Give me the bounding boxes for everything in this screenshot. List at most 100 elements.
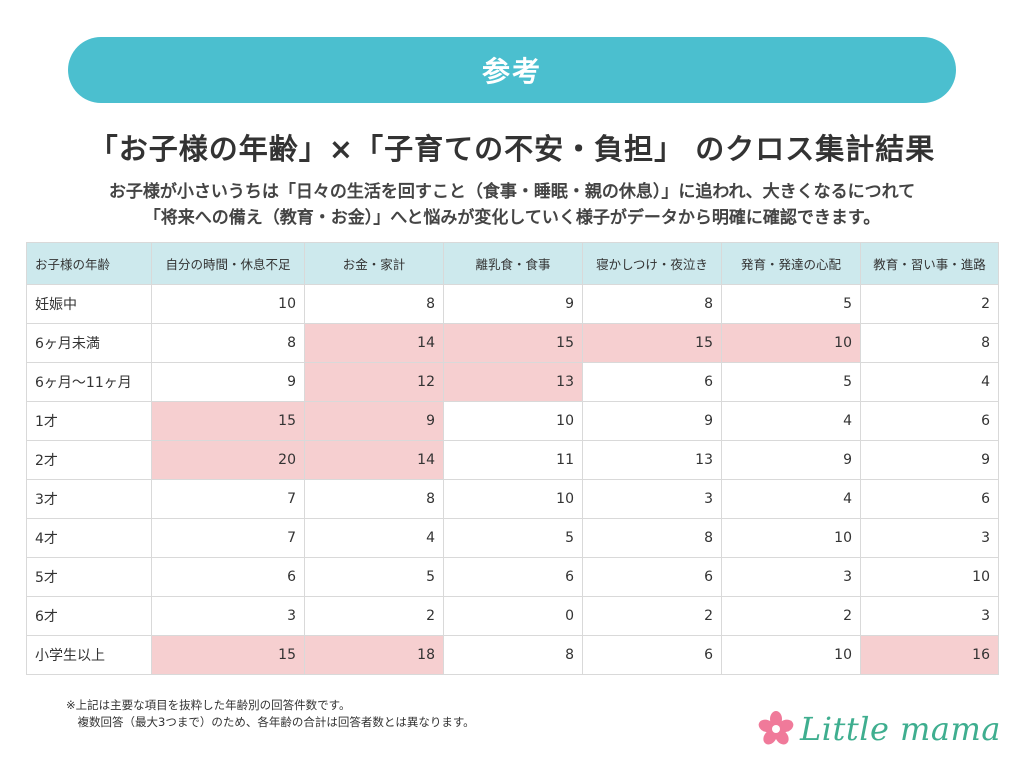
table-cell: 2 <box>582 596 722 636</box>
header-education: 教育・習い事・進路 <box>860 242 999 285</box>
table-row: 妊娠中 10 8 9 8 5 2 <box>26 284 999 324</box>
table-cell: 8 <box>860 323 999 363</box>
table-cell: 2 <box>721 596 861 636</box>
row-label: 1才 <box>26 401 152 441</box>
table-cell: 3 <box>860 518 999 558</box>
row-label: 4才 <box>26 518 152 558</box>
table-cell: 15 <box>151 401 305 441</box>
table-cell: 10 <box>443 479 583 519</box>
table-cell: 7 <box>151 518 305 558</box>
table-cell: 9 <box>151 362 305 402</box>
table-cell: 6 <box>860 401 999 441</box>
table-cell: 14 <box>304 323 444 363</box>
table-cell: 9 <box>443 284 583 324</box>
header-food: 離乳食・食事 <box>443 242 583 285</box>
table-cell: 6 <box>582 557 722 597</box>
row-label: 5才 <box>26 557 152 597</box>
table-cell: 14 <box>304 440 444 480</box>
row-label: 妊娠中 <box>26 284 152 324</box>
table-cell: 15 <box>151 635 305 675</box>
page-subtitle: お子様が小さいうちは「日々の生活を回すこと（食事・睡眠・親の休息）」に追われ、大… <box>20 179 1004 231</box>
table-cell: 8 <box>304 479 444 519</box>
table-cell: 8 <box>443 635 583 675</box>
header-money: お金・家計 <box>304 242 444 285</box>
reference-banner: 参考 <box>68 37 956 103</box>
table-cell: 2 <box>304 596 444 636</box>
table-cell: 3 <box>721 557 861 597</box>
table-cell: 10 <box>721 323 861 363</box>
table-cell: 8 <box>582 518 722 558</box>
header-sleep: 寝かしつけ・夜泣き <box>582 242 722 285</box>
table-cell: 10 <box>443 401 583 441</box>
table-row: 6ヶ月未満 8 14 15 15 10 8 <box>26 323 999 363</box>
subtitle-line-1: お子様が小さいうちは「日々の生活を回すこと（食事・睡眠・親の休息）」に追われ、大… <box>108 182 916 202</box>
table-cell: 5 <box>304 557 444 597</box>
table-cell: 13 <box>443 362 583 402</box>
table-cell: 10 <box>151 284 305 324</box>
table-cell: 10 <box>721 518 861 558</box>
header-development: 発育・発達の心配 <box>721 242 861 285</box>
table-cell: 6 <box>860 479 999 519</box>
table-cell: 5 <box>721 284 861 324</box>
row-label: 小学生以上 <box>26 635 152 675</box>
table-cell: 5 <box>721 362 861 402</box>
page-title: 「お子様の年齢」×「子育ての不安・負担」 のクロス集計結果 <box>88 132 936 166</box>
table-cell: 9 <box>582 401 722 441</box>
table-cell: 4 <box>860 362 999 402</box>
table-row: 5才 6 5 6 6 3 10 <box>26 557 999 597</box>
table-cell: 6 <box>582 635 722 675</box>
table-cell: 15 <box>582 323 722 363</box>
table-row: 1才 15 9 10 9 4 6 <box>26 401 999 441</box>
brand-logo: Little mama <box>758 704 1001 754</box>
row-label: 2才 <box>26 440 152 480</box>
table-cell: 6 <box>443 557 583 597</box>
table-cell: 3 <box>151 596 305 636</box>
table-cell: 12 <box>304 362 444 402</box>
table-cell: 9 <box>860 440 999 480</box>
table-cell: 8 <box>582 284 722 324</box>
footnote: ※上記は主要な項目を抜粋した年齢別の回答件数です。 複数回答（最大3つまで）のた… <box>66 697 475 731</box>
banner-label: 参考 <box>481 55 542 88</box>
table-row: 小学生以上 15 18 8 6 10 16 <box>26 635 999 675</box>
table-row: 2才 20 14 11 13 9 9 <box>26 440 999 480</box>
table-cell: 18 <box>304 635 444 675</box>
table-cell: 4 <box>304 518 444 558</box>
table-cell: 10 <box>721 635 861 675</box>
table-cell: 7 <box>151 479 305 519</box>
table-cell: 5 <box>443 518 583 558</box>
table-cell: 15 <box>443 323 583 363</box>
logo-text: Little mama <box>800 710 1001 748</box>
table-cell: 9 <box>304 401 444 441</box>
table-row: 6才 3 2 0 2 2 3 <box>26 596 999 636</box>
table-cell: 9 <box>721 440 861 480</box>
flower-icon <box>758 711 794 745</box>
row-label: 6ヶ月未満 <box>26 323 152 363</box>
table-cell: 13 <box>582 440 722 480</box>
header-age: お子様の年齢 <box>26 242 152 285</box>
table-cell: 8 <box>304 284 444 324</box>
table-cell: 6 <box>582 362 722 402</box>
table-row: 3才 7 8 10 3 4 6 <box>26 479 999 519</box>
table-cell: 2 <box>860 284 999 324</box>
table-cell: 3 <box>582 479 722 519</box>
row-label: 6ヶ月〜11ヶ月 <box>26 362 152 402</box>
table-cell: 4 <box>721 401 861 441</box>
header-time-rest: 自分の時間・休息不足 <box>151 242 305 285</box>
table-cell: 11 <box>443 440 583 480</box>
table-cell: 3 <box>860 596 999 636</box>
cross-tab-table: お子様の年齢 自分の時間・休息不足 お金・家計 離乳食・食事 寝かしつけ・夜泣き… <box>26 242 999 675</box>
table-cell: 10 <box>860 557 999 597</box>
table-cell: 6 <box>151 557 305 597</box>
table-cell: 4 <box>721 479 861 519</box>
table-row: 6ヶ月〜11ヶ月 9 12 13 6 5 4 <box>26 362 999 402</box>
footnote-line-2: 複数回答（最大3つまで）のため、各年齢の合計は回答者数とは異なります。 <box>66 715 475 729</box>
table-cell: 20 <box>151 440 305 480</box>
table-row: 4才 7 4 5 8 10 3 <box>26 518 999 558</box>
table-cell: 8 <box>151 323 305 363</box>
row-label: 6才 <box>26 596 152 636</box>
row-label: 3才 <box>26 479 152 519</box>
table-cell: 16 <box>860 635 999 675</box>
table-cell: 0 <box>443 596 583 636</box>
table-header-row: お子様の年齢 自分の時間・休息不足 お金・家計 離乳食・食事 寝かしつけ・夜泣き… <box>26 242 999 285</box>
footnote-line-1: ※上記は主要な項目を抜粋した年齢別の回答件数です。 <box>66 698 351 712</box>
